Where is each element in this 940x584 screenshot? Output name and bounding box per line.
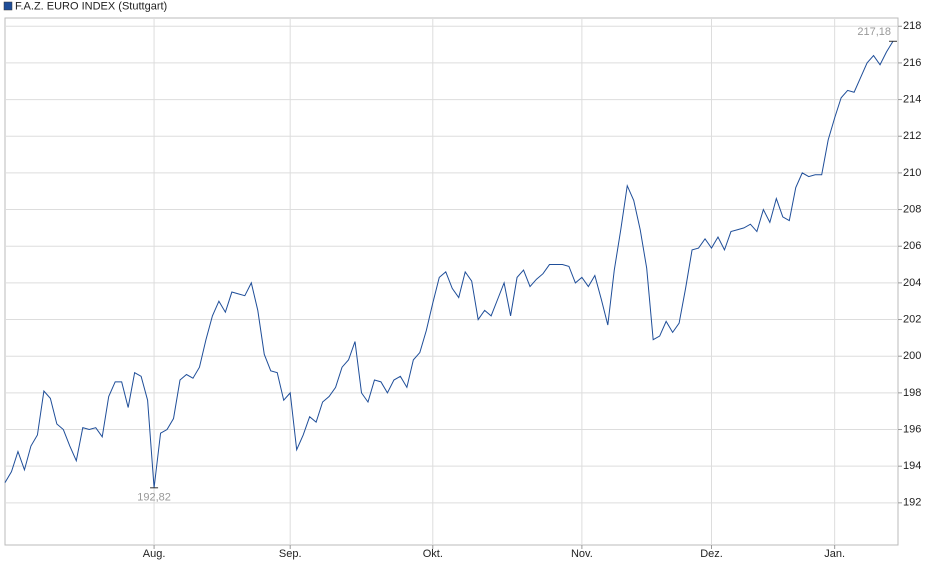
x-tick-label: Nov. [571, 548, 593, 560]
plot-frame [4, 17, 899, 546]
x-tick-label: Sep. [279, 548, 302, 560]
x-tick-label: Okt. [423, 548, 443, 560]
y-tick-label: 206 [903, 240, 921, 252]
y-tick-label: 192 [903, 497, 921, 509]
y-tick-label: 194 [903, 460, 921, 472]
y-tick-label: 196 [903, 423, 921, 435]
legend-label: F.A.Z. EURO INDEX (Stuttgart) [15, 0, 167, 12]
y-tick-label: 212 [903, 130, 921, 142]
y-tick-label: 198 [903, 387, 921, 399]
y-tick-label: 208 [903, 203, 921, 215]
series-line [4, 41, 894, 488]
y-tick-label: 200 [903, 350, 921, 362]
legend-swatch [3, 1, 13, 11]
y-tick-label: 214 [903, 93, 921, 105]
extreme-label: 192,82 [137, 492, 171, 504]
x-tick-label: Aug. [143, 548, 166, 560]
y-tick-label: 216 [903, 57, 921, 69]
y-tick-label: 218 [903, 20, 921, 32]
extreme-label: 217,18 [857, 26, 891, 38]
x-tick-label: Jan. [824, 548, 845, 560]
y-tick-label: 202 [903, 313, 921, 325]
y-tick-label: 210 [903, 167, 921, 179]
y-tick-label: 204 [903, 277, 921, 289]
x-tick-label: Dez. [700, 548, 723, 560]
